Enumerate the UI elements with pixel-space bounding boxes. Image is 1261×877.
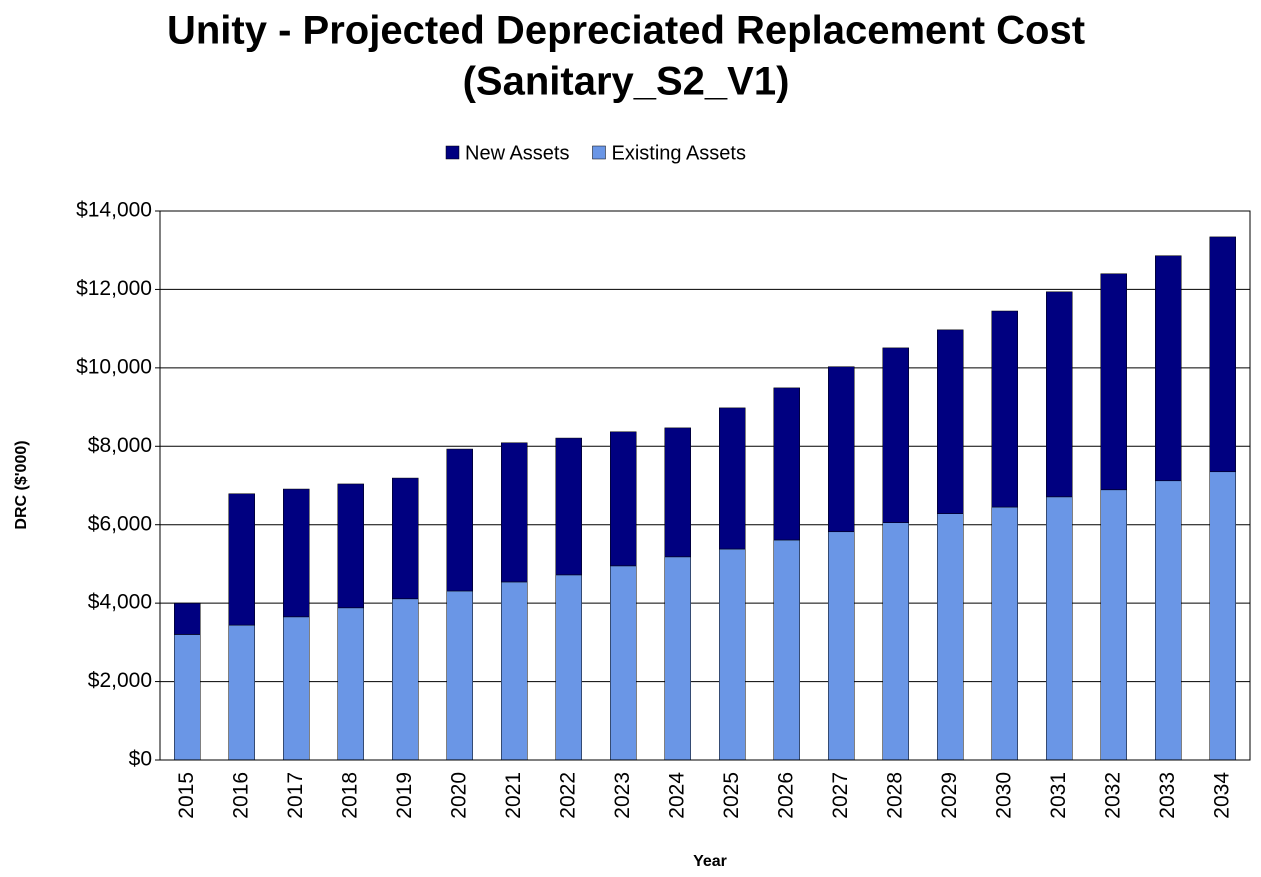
bar-segment [882, 522, 909, 761]
bar-segment [937, 513, 964, 761]
bar-segment [991, 310, 1018, 508]
bar-segment [337, 607, 364, 761]
bar-segment [283, 488, 310, 618]
bar-segment [773, 539, 800, 761]
chart-title: (Sanitary_S2_V1) [463, 60, 790, 104]
y-tick-label: $8,000 [88, 434, 152, 457]
bar-segment [773, 387, 800, 541]
x-tick-label: 2031 [1047, 772, 1070, 819]
x-tick-label: 2022 [556, 772, 579, 819]
bar-segment [555, 437, 582, 576]
bar-segment [719, 407, 746, 550]
bar-segment [664, 427, 691, 558]
x-tick-label: 2018 [338, 772, 361, 819]
y-tick-label: $14,000 [76, 199, 152, 222]
bar-segment [610, 431, 637, 567]
x-tick-label: 2023 [611, 772, 634, 819]
legend-swatch [592, 145, 606, 160]
legend-label: New Assets [465, 142, 569, 164]
bar-segment [1155, 480, 1182, 761]
bar-segment [283, 616, 310, 761]
bar-segment [392, 477, 419, 600]
x-tick-label: 2030 [992, 772, 1015, 819]
x-tick-label: 2027 [829, 772, 852, 819]
bar-segment [1100, 489, 1127, 761]
bar-segment [937, 329, 964, 514]
bar-segment [228, 493, 255, 626]
y-tick-label: $6,000 [88, 512, 152, 535]
legend-swatch [445, 145, 460, 160]
y-tick-label: $12,000 [76, 277, 152, 300]
x-tick-label: 2029 [938, 772, 961, 819]
x-tick-label: 2021 [502, 772, 525, 819]
x-tick-label: 2017 [284, 772, 307, 819]
bar-segment [828, 366, 855, 533]
bar-segment [1209, 471, 1236, 761]
bar-segment [446, 448, 473, 592]
y-tick-label: $4,000 [88, 591, 152, 614]
x-tick-label: 2024 [665, 772, 688, 819]
bar-segment [1155, 255, 1182, 482]
x-tick-label: 2028 [883, 772, 906, 819]
y-tick-label: $0 [129, 748, 152, 771]
x-tick-label: 2033 [1156, 772, 1179, 819]
bar-segment [882, 347, 909, 524]
bar-segment [991, 506, 1018, 761]
x-tick-label: 2025 [720, 772, 743, 819]
bar-segment [1046, 496, 1073, 761]
x-tick-label: 2020 [447, 772, 470, 819]
y-tick-label: $2,000 [88, 669, 152, 692]
bar-segment [828, 531, 855, 761]
bar-segment [501, 581, 528, 761]
x-tick-label: 2034 [1210, 772, 1233, 819]
bar-segment [174, 634, 201, 761]
x-tick-label: 2019 [393, 772, 416, 819]
bar-segment [174, 602, 201, 635]
bar-segment [446, 590, 473, 761]
bar-segment [1209, 236, 1236, 473]
bar-segment [555, 574, 582, 761]
chart-title: Unity - Projected Depreciated Replacemen… [167, 9, 1085, 53]
bar-segment [1100, 273, 1127, 491]
x-tick-label: 2032 [1101, 772, 1124, 819]
bar-segment [664, 556, 691, 761]
y-axis-title: DRC ($'000) [13, 440, 30, 529]
x-axis-title: Year [693, 853, 727, 870]
x-tick-label: 2016 [229, 772, 252, 819]
x-tick-label: 2015 [175, 772, 198, 819]
bar-segment [1046, 291, 1073, 498]
bar-segment [228, 624, 255, 761]
bar-segment [719, 548, 746, 761]
legend-label: Existing Assets [611, 142, 746, 164]
bar-segment [337, 483, 364, 609]
x-tick-label: 2026 [774, 772, 797, 819]
bar-segment [392, 598, 419, 761]
bar-segment [610, 565, 637, 761]
plot-border [159, 210, 1251, 761]
bar-segment [501, 442, 528, 583]
y-tick-label: $10,000 [76, 355, 152, 378]
